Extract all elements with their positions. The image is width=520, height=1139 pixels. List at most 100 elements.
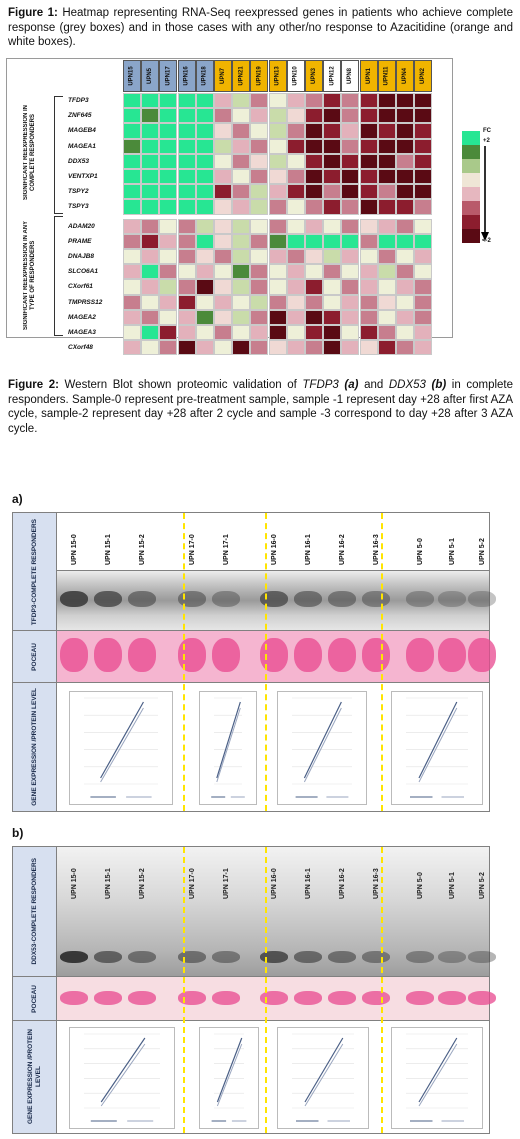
heatmap-cell [250, 309, 269, 325]
ponceau-band [294, 991, 322, 1005]
heatmap-cell [323, 184, 342, 200]
heatmap-cell [141, 340, 160, 356]
heatmap-cell [414, 123, 433, 139]
expression-mini-plot [391, 1027, 483, 1129]
heatmap-cell [123, 233, 141, 249]
heatmap-cell [414, 199, 433, 215]
lane-label: UPN 17-0 [189, 868, 196, 899]
ponceau-band [468, 638, 496, 672]
heatmap-cell [268, 199, 287, 215]
heatmap-cell [195, 233, 214, 249]
heatmap-cell [177, 138, 196, 154]
heatmap-cell [177, 340, 196, 356]
heatmap-cell [141, 233, 160, 249]
heatmap-cell [214, 153, 232, 169]
heatmap-column-header: UPN1 [359, 60, 378, 92]
ponceau-band [260, 638, 288, 672]
heatmap-cell [305, 309, 323, 325]
heatmap-cell [323, 279, 342, 295]
heatmap-cell [341, 169, 360, 185]
sample-divider [183, 513, 185, 811]
blot-band [438, 951, 466, 963]
heatmap-cell [414, 233, 433, 249]
heatmap-cell [341, 199, 360, 215]
heatmap-cell [250, 294, 269, 310]
heatmap-cell [286, 169, 305, 185]
heatmap-cell [250, 184, 269, 200]
panel-b-ponceau-label: POCEAU [30, 984, 38, 1013]
heatmap-cell [232, 309, 251, 325]
heatmap-cell [341, 108, 360, 124]
panel-b-expression-row: GENE EXPRESSION /PROTEIN LEVEL [13, 1021, 489, 1133]
heatmap-cell [268, 93, 287, 109]
heatmap-cell [414, 108, 433, 124]
heatmap-gene-label: MAGEA1 [68, 142, 96, 150]
heatmap-cell [359, 264, 378, 280]
heatmap-cell [377, 294, 396, 310]
heatmap-cell [268, 184, 287, 200]
heatmap-cell [214, 138, 232, 154]
heatmap-cell [305, 218, 323, 234]
figure2-label: Figure 2: [8, 379, 59, 391]
heatmap-cell [323, 123, 342, 139]
heatmap-column-header: UPN3 [305, 60, 323, 92]
expression-mini-plot [391, 691, 483, 805]
blot-band [438, 591, 466, 607]
heatmap-cell [359, 325, 378, 341]
heatmap-cell [214, 108, 232, 124]
heatmap-cell [377, 218, 396, 234]
heatmap-column-header: UPN11 [377, 60, 396, 92]
heatmap-cell [232, 340, 251, 356]
lane-label: UPN 16-2 [339, 868, 346, 899]
heatmap-cell [396, 249, 414, 265]
blot-band [128, 951, 156, 963]
heatmap-cell [359, 249, 378, 265]
blot-band [294, 951, 322, 963]
ponceau-band [328, 991, 356, 1005]
heatmap-cell [396, 93, 414, 109]
blot-band [260, 591, 288, 607]
heatmap-cell [414, 309, 433, 325]
heatmap-cell [305, 93, 323, 109]
ponceau-band [438, 991, 466, 1005]
heatmap-cell [305, 138, 323, 154]
lane-label: UPN 5-1 [449, 872, 456, 899]
heatmap-cell [359, 153, 378, 169]
lane-label: UPN 16-3 [373, 868, 380, 899]
ponceau-band [94, 991, 122, 1005]
heatmap-gene-label: MAGEB4 [68, 127, 96, 135]
heatmap-cell [396, 138, 414, 154]
scale-swatch-high [462, 131, 480, 145]
heatmap-column-header: UPN5 [141, 60, 160, 92]
ponceau-band [128, 991, 156, 1005]
blot-band [212, 951, 240, 963]
heatmap-cell [341, 294, 360, 310]
heatmap: UPN15 UPN5 UPN17 UPN16 UPN18 UPN7 UPN21 UPN19 UP… [6, 58, 491, 356]
heatmap-cell [414, 249, 433, 265]
heatmap-cell [305, 279, 323, 295]
heatmap-cell [396, 264, 414, 280]
heatmap-cell [159, 279, 178, 295]
heatmap-cell [123, 93, 141, 109]
heatmap-cell [359, 340, 378, 356]
heatmap-cell [341, 309, 360, 325]
heatmap-cell [377, 340, 396, 356]
heatmap-cell [359, 169, 378, 185]
blot-band [406, 591, 434, 607]
heatmap-cell [195, 249, 214, 265]
heatmap-cell [141, 138, 160, 154]
heatmap-gene-label: DDX53 [68, 157, 89, 165]
heatmap-cell [141, 123, 160, 139]
expression-mini-plot [69, 691, 173, 805]
heatmap-cell [195, 108, 214, 124]
heatmap-cell [286, 93, 305, 109]
heatmap-column-header: UPN10 [286, 60, 305, 92]
heatmap-cell [286, 249, 305, 265]
heatmap-cell [214, 249, 232, 265]
figure2-caption-part: and [358, 379, 389, 391]
expression-mini-plot [199, 1027, 259, 1129]
heatmap-cell [177, 264, 196, 280]
heatmap-cell [268, 169, 287, 185]
heatmap-cell [396, 294, 414, 310]
heatmap-cell [377, 153, 396, 169]
